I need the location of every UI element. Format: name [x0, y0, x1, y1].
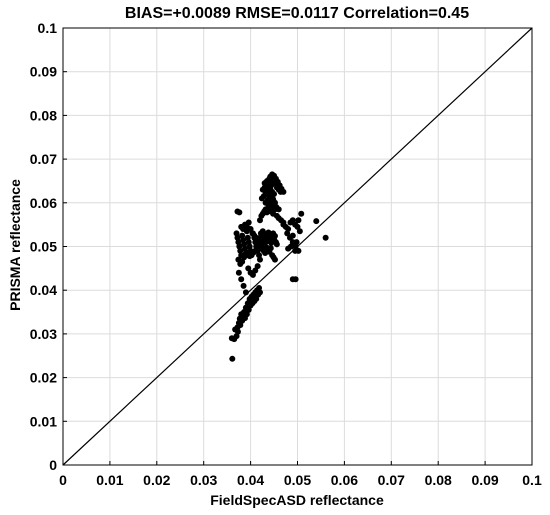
x-axis-label: FieldSpecASD reflectance — [210, 492, 384, 508]
chart-title: BIAS=+0.0089 RMSE=0.0117 Correlation=0.4… — [125, 5, 469, 22]
data-point — [229, 355, 236, 362]
x-tick-label: 0.02 — [143, 472, 170, 488]
x-tick-label: 0.09 — [471, 472, 498, 488]
data-point — [267, 245, 274, 252]
data-point — [271, 198, 278, 205]
y-tick-label: 0.1 — [38, 20, 58, 36]
x-tick-label: 0.08 — [425, 472, 452, 488]
data-point — [236, 209, 243, 216]
data-point — [271, 233, 278, 240]
data-point — [245, 219, 252, 226]
y-tick-label: 0.09 — [30, 64, 57, 80]
data-point — [271, 256, 278, 263]
data-point — [284, 230, 291, 237]
x-tick-label: 0.1 — [522, 472, 542, 488]
y-axis-ticks: 0 0.01 0.02 0.03 0.04 0.05 0.06 0.07 0.08 0.09 0.1 — [30, 20, 67, 473]
data-point — [289, 232, 296, 239]
x-tick-label: 0.05 — [284, 472, 311, 488]
data-point — [292, 247, 299, 254]
data-point — [295, 217, 302, 224]
x-tick-label: 0.07 — [378, 472, 405, 488]
data-point — [254, 263, 261, 270]
x-tick-label: 0.04 — [237, 472, 264, 488]
data-points — [228, 171, 329, 362]
x-axis-ticks: 0 0.01 0.02 0.03 0.04 0.05 0.06 0.07 0.08 0.09 0.1 — [59, 461, 542, 488]
data-point — [234, 328, 241, 335]
data-point — [296, 228, 303, 235]
y-axis-label: PRISMA reflectance — [7, 179, 23, 311]
y-tick-label: 0.04 — [30, 282, 57, 298]
data-point — [240, 282, 247, 289]
data-point — [242, 289, 249, 296]
x-tick-label: 0.01 — [96, 472, 123, 488]
data-point — [322, 234, 329, 241]
y-tick-label: 0.07 — [30, 151, 57, 167]
data-point — [298, 210, 305, 217]
data-point — [293, 239, 300, 246]
data-point — [256, 289, 263, 296]
x-tick-label: 0 — [59, 472, 67, 488]
data-point — [292, 276, 299, 283]
y-tick-label: 0.06 — [30, 195, 57, 211]
y-tick-label: 0.08 — [30, 107, 57, 123]
plot-area — [62, 27, 533, 466]
data-point — [271, 206, 278, 213]
y-tick-label: 0.03 — [30, 326, 57, 342]
x-tick-label: 0.06 — [331, 472, 358, 488]
data-point — [313, 218, 320, 225]
data-point — [256, 256, 263, 263]
y-tick-label: 0.01 — [30, 413, 57, 429]
data-point — [238, 276, 245, 283]
data-point — [235, 269, 242, 276]
x-tick-label: 0.03 — [190, 472, 217, 488]
data-point — [280, 188, 287, 195]
y-tick-label: 0.05 — [30, 239, 57, 255]
y-tick-label: 0.02 — [30, 370, 57, 386]
data-point — [273, 241, 280, 248]
y-tick-label: 0 — [49, 457, 57, 473]
